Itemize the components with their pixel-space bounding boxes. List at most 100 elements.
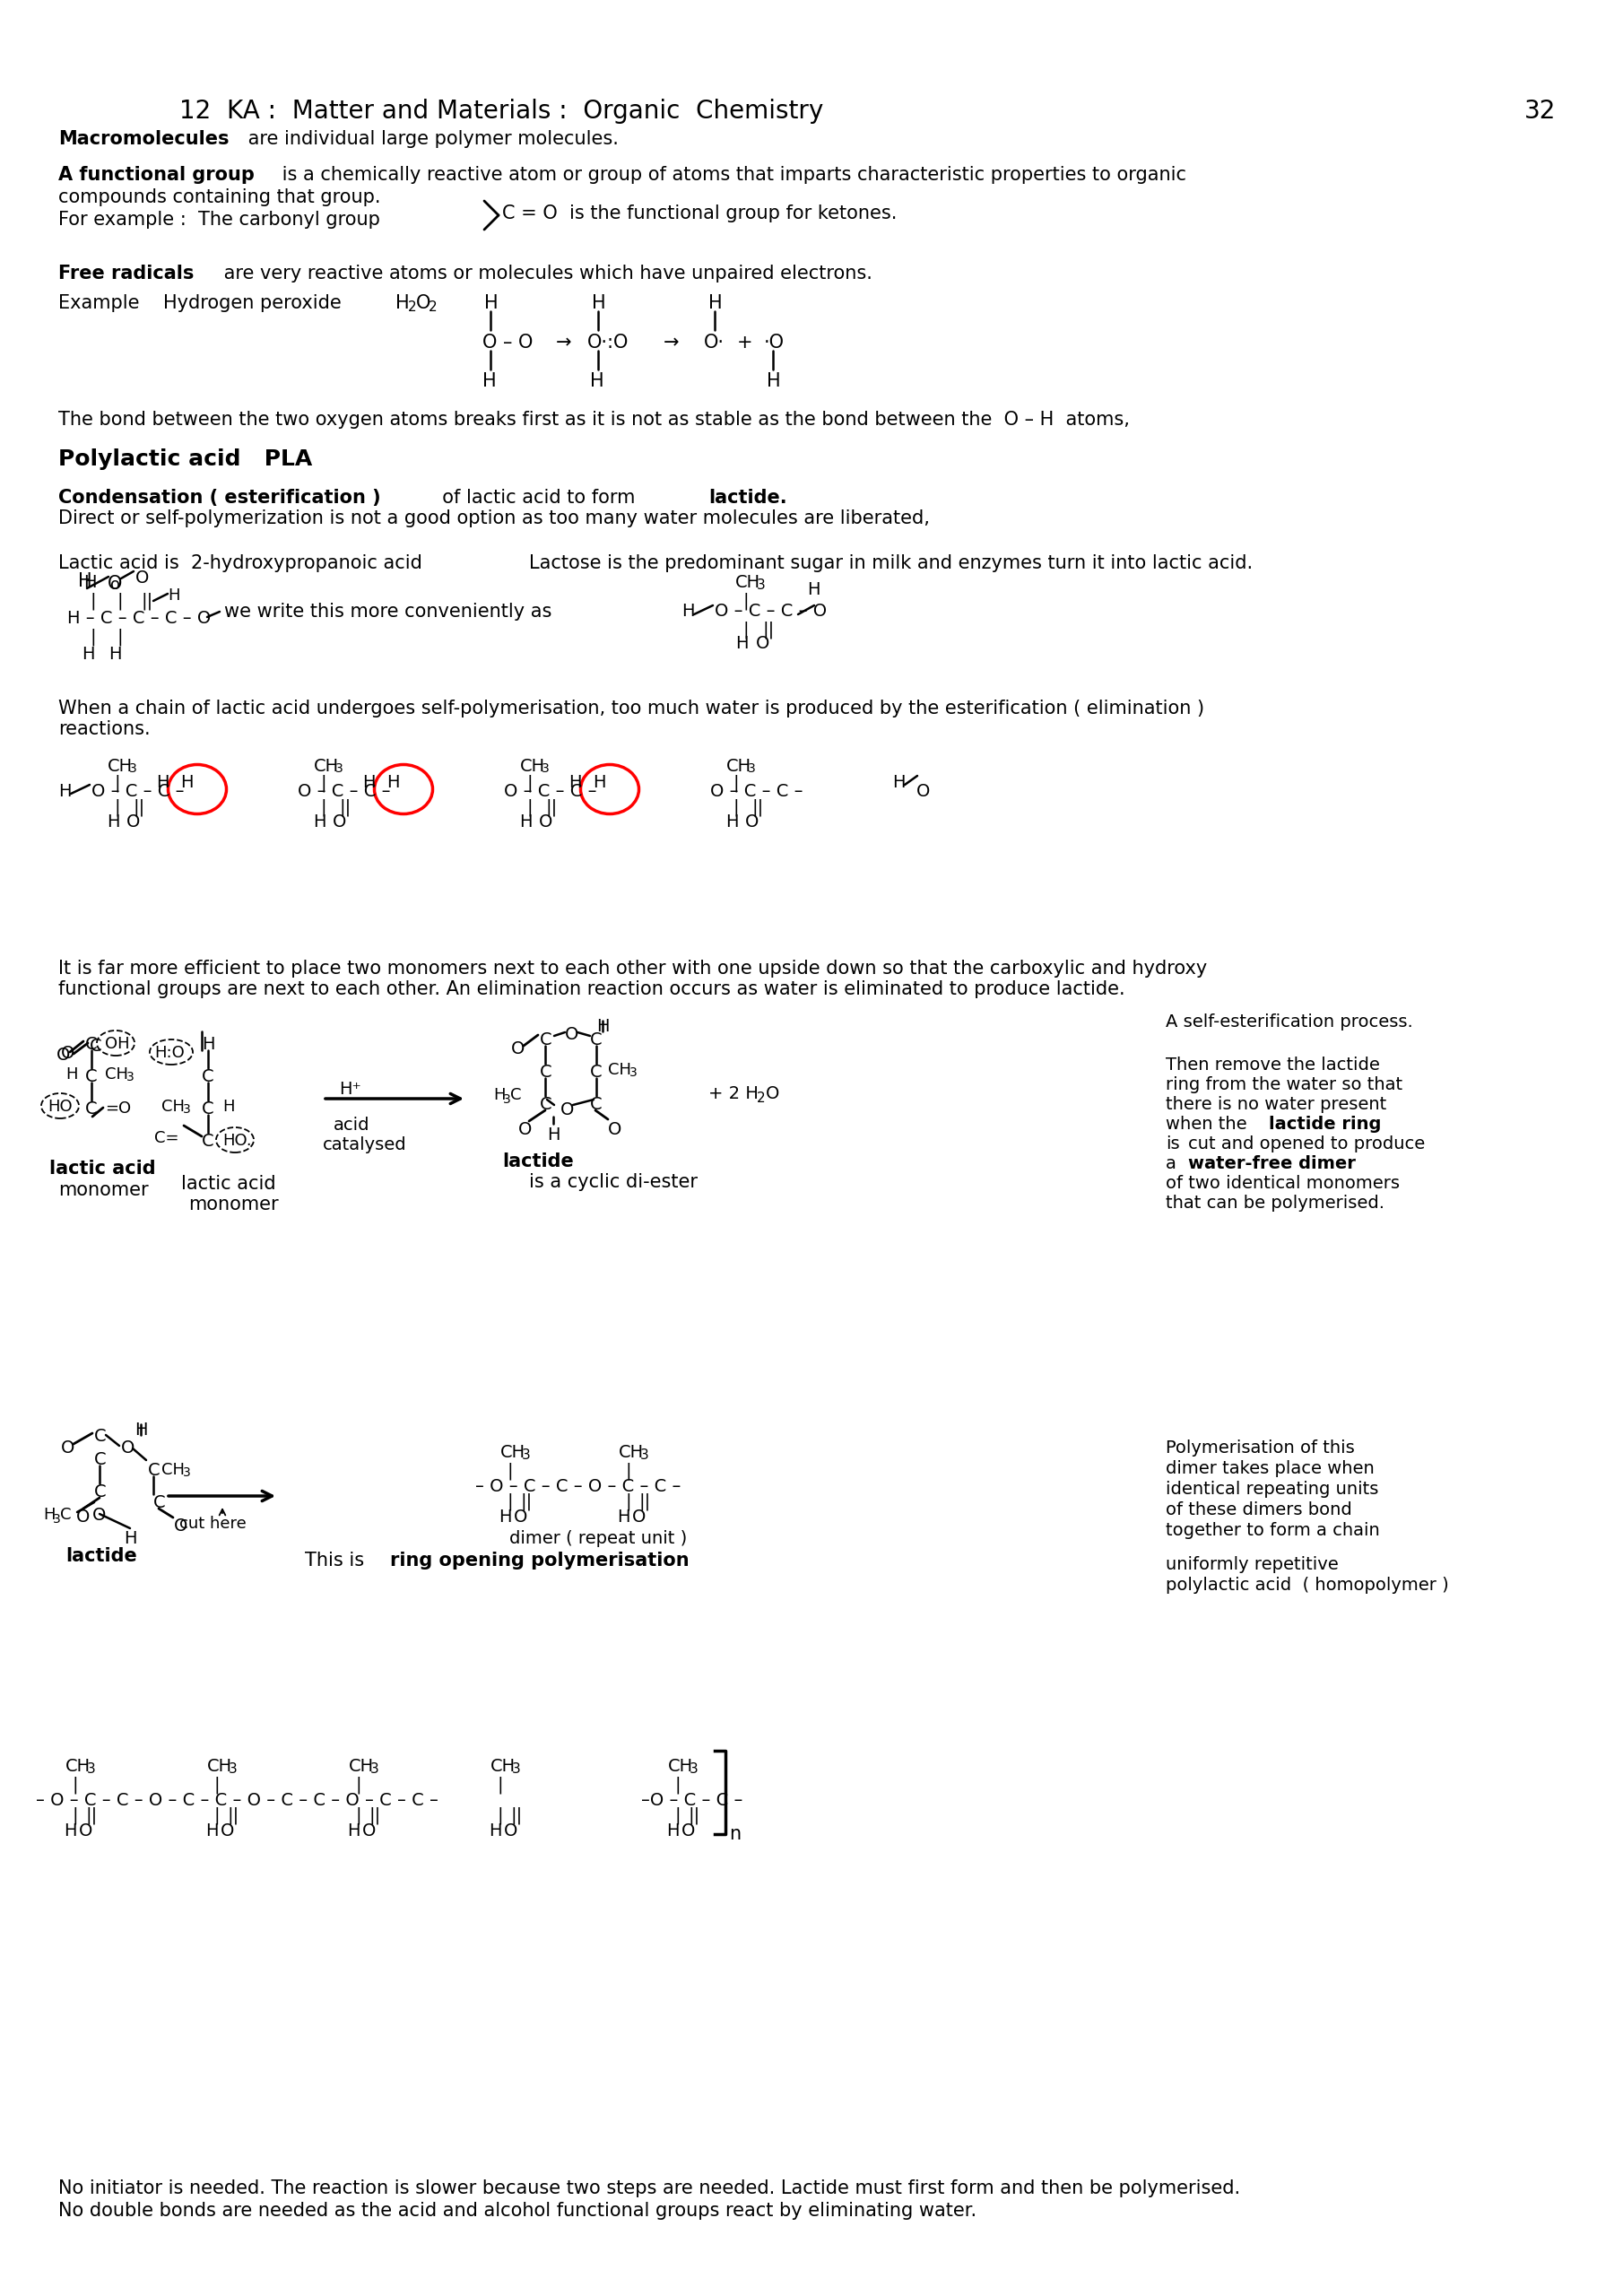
- Text: 3: 3: [370, 1763, 380, 1775]
- Text: O: O: [76, 1508, 89, 1525]
- Text: Direct or self-polymerization is not a good option as too many water molecules a: Direct or self-polymerization is not a g…: [58, 510, 930, 528]
- Text: C: C: [540, 1095, 552, 1114]
- Text: H: H: [725, 813, 738, 831]
- Text: acid: acid: [334, 1116, 370, 1134]
- Text: O: O: [80, 1823, 93, 1839]
- Text: CH: CH: [500, 1444, 526, 1460]
- Text: are very reactive atoms or molecules which have unpaired electrons.: are very reactive atoms or molecules whi…: [217, 264, 873, 282]
- Text: a: a: [1165, 1155, 1182, 1173]
- Text: The bond between the two oxygen atoms breaks first as it is not as stable as the: The bond between the two oxygen atoms br…: [58, 411, 1130, 429]
- Text: Lactic acid is  2-hydroxypropanoic acid: Lactic acid is 2-hydroxypropanoic acid: [58, 553, 422, 572]
- Text: O: O: [362, 1823, 377, 1839]
- Text: ||: ||: [227, 1807, 239, 1825]
- Text: C: C: [94, 1451, 107, 1467]
- Text: H: H: [107, 813, 120, 831]
- Text: Lactose is the predominant sugar in milk and enzymes turn it into lactic acid.: Lactose is the predominant sugar in milk…: [529, 553, 1253, 572]
- Text: ring opening polymerisation: ring opening polymerisation: [390, 1552, 690, 1570]
- Text: H: H: [498, 1508, 511, 1525]
- Text: is: is: [1165, 1137, 1180, 1153]
- Text: n: n: [729, 1825, 740, 1844]
- Text: H: H: [206, 1823, 219, 1839]
- Text: 3: 3: [183, 1102, 192, 1116]
- Text: H: H: [591, 372, 604, 390]
- Text: Macromolecules: Macromolecules: [58, 131, 229, 147]
- Text: are individual large polymer molecules.: are individual large polymer molecules.: [242, 131, 618, 147]
- Text: O: O: [93, 1506, 105, 1525]
- Text: H: H: [123, 1529, 136, 1548]
- Text: 3: 3: [630, 1065, 638, 1079]
- Text: H: H: [766, 372, 781, 390]
- Text: functional groups are next to each other. An elimination reaction occurs as wate: functional groups are next to each other…: [58, 980, 1125, 999]
- Text: 3: 3: [523, 1449, 531, 1463]
- Text: For example :  The carbonyl group: For example : The carbonyl group: [58, 211, 380, 230]
- Text: O: O: [415, 294, 430, 312]
- Text: dimer ( repeat unit ): dimer ( repeat unit ): [510, 1529, 687, 1548]
- Text: O: O: [57, 1047, 70, 1063]
- Text: |: |: [732, 799, 738, 815]
- Text: 3: 3: [639, 1449, 649, 1463]
- Text: O: O: [539, 813, 553, 831]
- Text: H  H: H H: [157, 774, 195, 792]
- Text: O: O: [107, 574, 122, 592]
- Text: lactide: lactide: [502, 1153, 573, 1171]
- Text: 3: 3: [88, 1763, 96, 1775]
- Text: 32: 32: [1524, 99, 1556, 124]
- Text: 3: 3: [542, 762, 550, 776]
- Text: compounds containing that group.: compounds containing that group.: [58, 188, 381, 207]
- Text: H: H: [81, 645, 94, 664]
- Text: uniformly repetitive: uniformly repetitive: [1165, 1557, 1339, 1573]
- Text: ||: ||: [84, 1807, 97, 1825]
- Text: H: H: [347, 1823, 360, 1839]
- Text: 3: 3: [503, 1093, 511, 1107]
- Text: C: C: [89, 1038, 102, 1054]
- Text: H – C – C – C – O: H – C – C – C – O: [67, 611, 211, 627]
- Text: cut and opened to produce: cut and opened to produce: [1188, 1137, 1425, 1153]
- Text: O – C – C –: O – C – C –: [503, 783, 597, 799]
- Text: H: H: [735, 636, 748, 652]
- Text: lactic acid: lactic acid: [49, 1159, 156, 1178]
- Text: 3: 3: [130, 762, 136, 776]
- Text: When a chain of lactic acid undergoes self-polymerisation, too much water is pro: When a chain of lactic acid undergoes se…: [58, 700, 1204, 716]
- Text: +: +: [737, 333, 753, 351]
- Text: |: |: [526, 774, 532, 792]
- Text: Polylactic acid   PLA: Polylactic acid PLA: [58, 448, 312, 471]
- Text: 3: 3: [54, 1513, 60, 1525]
- Text: C = O  is the functional group for ketones.: C = O is the functional group for ketone…: [502, 204, 898, 223]
- Text: C: C: [591, 1063, 602, 1081]
- Text: H: H: [489, 1823, 502, 1839]
- Text: H  H: H H: [570, 774, 607, 792]
- Text: |: |: [625, 1463, 631, 1479]
- Text: Condensation ( esterification ): Condensation ( esterification ): [58, 489, 381, 507]
- Text: identical repeating units: identical repeating units: [1165, 1481, 1378, 1497]
- Text: 3: 3: [756, 579, 766, 592]
- Text: It is far more efficient to place two monomers next to each other with one upsid: It is far more efficient to place two mo…: [58, 960, 1208, 978]
- Text: H: H: [592, 294, 605, 312]
- Text: ||: ||: [688, 1807, 700, 1825]
- Text: H: H: [617, 1508, 630, 1525]
- Text: 3: 3: [183, 1467, 192, 1479]
- Text: |: |: [117, 627, 122, 645]
- Text: ||: ||: [638, 1492, 651, 1511]
- Text: – O – C – C – O – C – C – O – C – C – O – C – C –: – O – C – C – O – C – C – O – C – C – O …: [36, 1791, 438, 1809]
- Text: This is: This is: [305, 1552, 370, 1570]
- Text: Free radicals: Free radicals: [58, 264, 195, 282]
- Text: No initiator is needed. The reaction is slower because two steps are needed. Lac: No initiator is needed. The reaction is …: [58, 2179, 1240, 2197]
- Text: No double bonds are needed as the acid and alcohol functional groups react by el: No double bonds are needed as the acid a…: [58, 2202, 977, 2220]
- Text: O: O: [333, 813, 346, 831]
- Text: H: H: [58, 783, 71, 799]
- Text: catalysed: catalysed: [323, 1137, 407, 1153]
- Text: |: |: [526, 799, 532, 815]
- Text: H: H: [493, 1086, 505, 1102]
- Text: H: H: [596, 1017, 609, 1035]
- Text: cut here: cut here: [179, 1515, 247, 1531]
- Text: H⁺: H⁺: [339, 1081, 362, 1097]
- Text: CH: CH: [349, 1759, 373, 1775]
- Text: H: H: [893, 774, 906, 792]
- Text: C: C: [84, 1035, 97, 1054]
- Text: |: |: [114, 799, 120, 815]
- Text: A functional group: A functional group: [58, 165, 255, 184]
- Text: |: |: [506, 1492, 513, 1511]
- Text: 3: 3: [127, 1070, 135, 1084]
- Text: lactide ring: lactide ring: [1269, 1116, 1381, 1132]
- Text: – O – C – C – O – C – C –: – O – C – C – O – C – C –: [476, 1479, 682, 1495]
